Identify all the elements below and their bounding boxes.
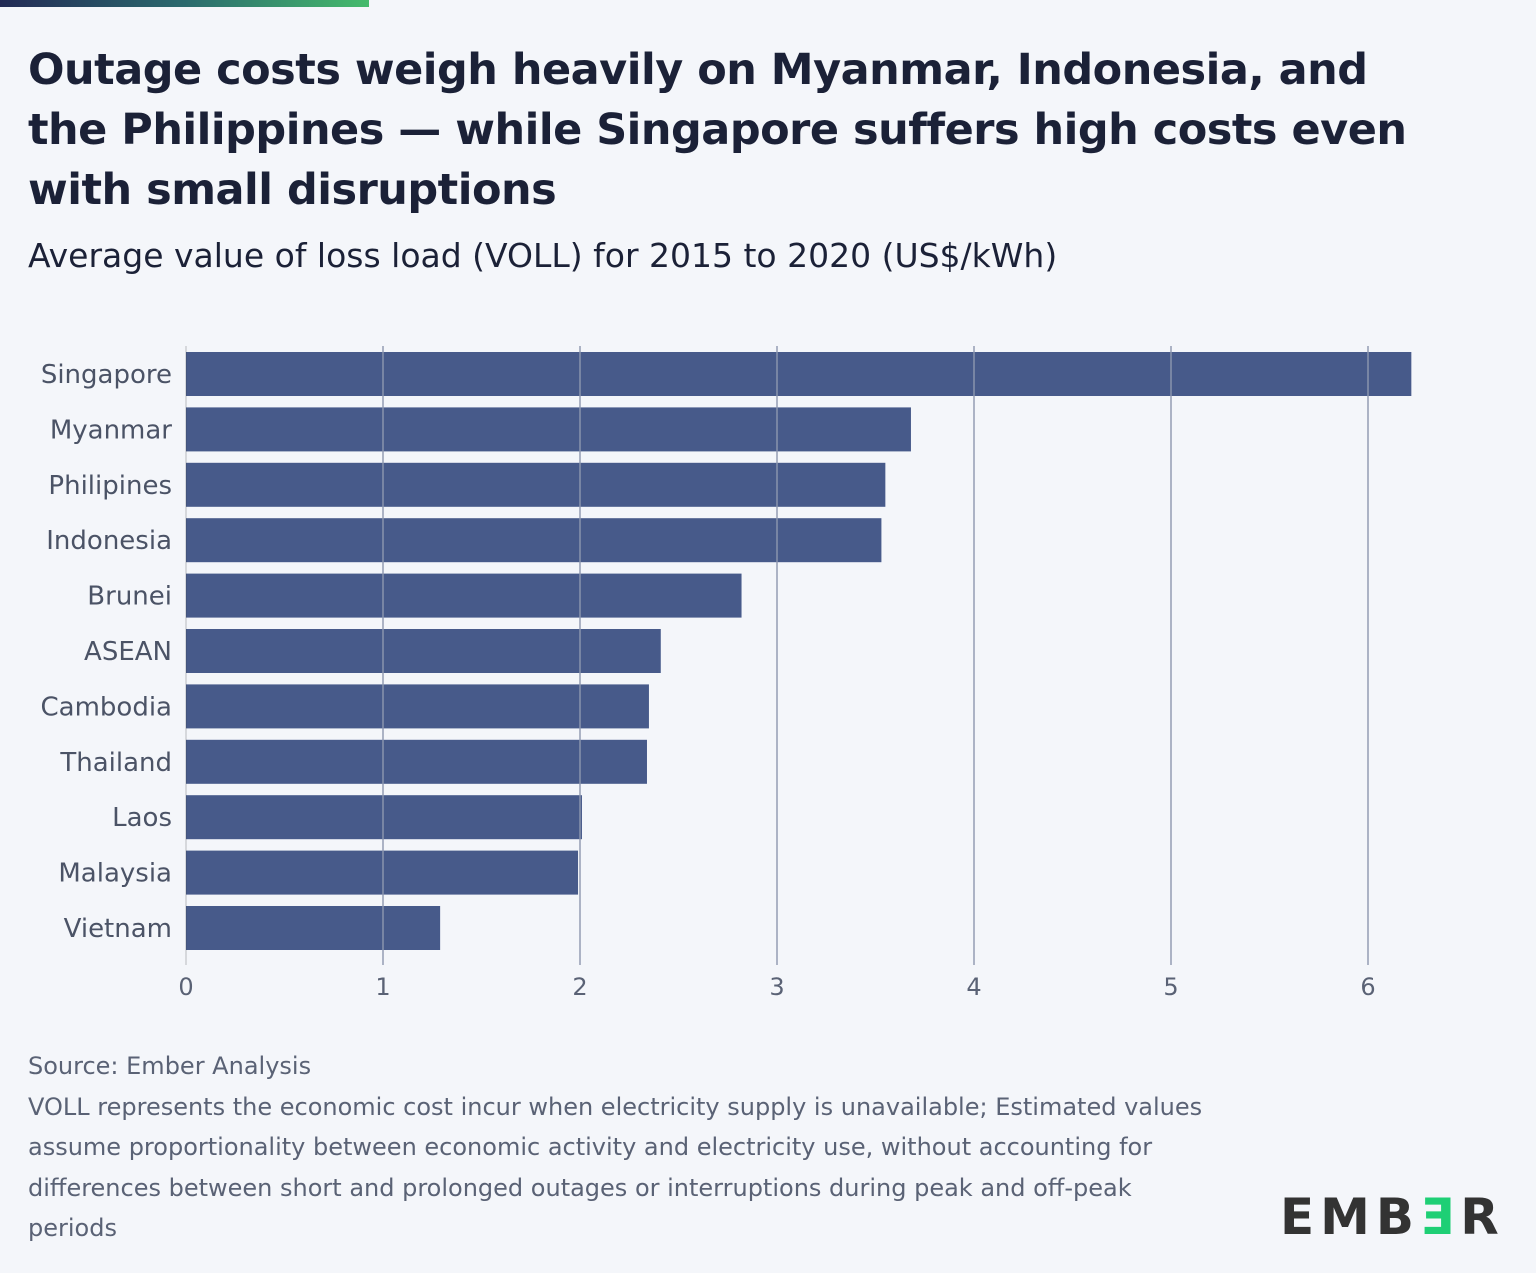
y-tick-label: Singapore	[41, 360, 172, 390]
bar-singapore	[186, 352, 1412, 396]
x-tick-label: 2	[572, 973, 587, 1001]
y-tick-label: Brunei	[87, 582, 172, 612]
y-tick-label: Indonesia	[46, 526, 172, 556]
bar-cambodia	[186, 684, 649, 729]
chart-title: Outage costs weigh heavily on Myanmar, I…	[28, 45, 1407, 215]
note-text: VOLL represents the economic cost incur …	[28, 1092, 1203, 1243]
y-tick-label: Myanmar	[50, 415, 172, 445]
bar-indonesia	[186, 518, 882, 563]
y-tick-label: Malaysia	[58, 859, 172, 889]
bar-philipines	[186, 462, 886, 507]
x-tick-label: 3	[769, 973, 784, 1001]
bar-chart: Singapore Myanmar Philipines Indonesia Brune…	[41, 346, 1412, 1001]
source-text: Source: Ember Analysis	[28, 1052, 312, 1080]
x-tick-label: 4	[966, 973, 981, 1001]
chart-subtitle: Average value of loss load (VOLL) for 20…	[28, 236, 1058, 275]
x-tick-label: 1	[375, 973, 390, 1001]
y-tick-label: Laos	[112, 803, 172, 833]
x-tick-label: 0	[178, 973, 193, 1001]
bar-thailand	[186, 739, 647, 784]
y-tick-label: Philipines	[48, 471, 172, 501]
bar-asean	[186, 629, 661, 673]
accent-bar	[0, 0, 369, 7]
bar-brunei	[186, 573, 742, 618]
footer: Source: Ember Analysis VOLL represents t…	[28, 1046, 1228, 1249]
y-tick-label: Cambodia	[41, 692, 173, 722]
x-tick-label: 6	[1360, 973, 1375, 1001]
ember-logo: EMBƎR	[1280, 1188, 1505, 1246]
bar-myanmar	[186, 407, 911, 452]
y-tick-label: ASEAN	[84, 637, 172, 667]
y-tick-label: Thailand	[59, 748, 172, 778]
y-tick-label: Vietnam	[64, 914, 172, 944]
x-tick-label: 5	[1163, 973, 1178, 1001]
bar-vietnam	[186, 906, 441, 950]
